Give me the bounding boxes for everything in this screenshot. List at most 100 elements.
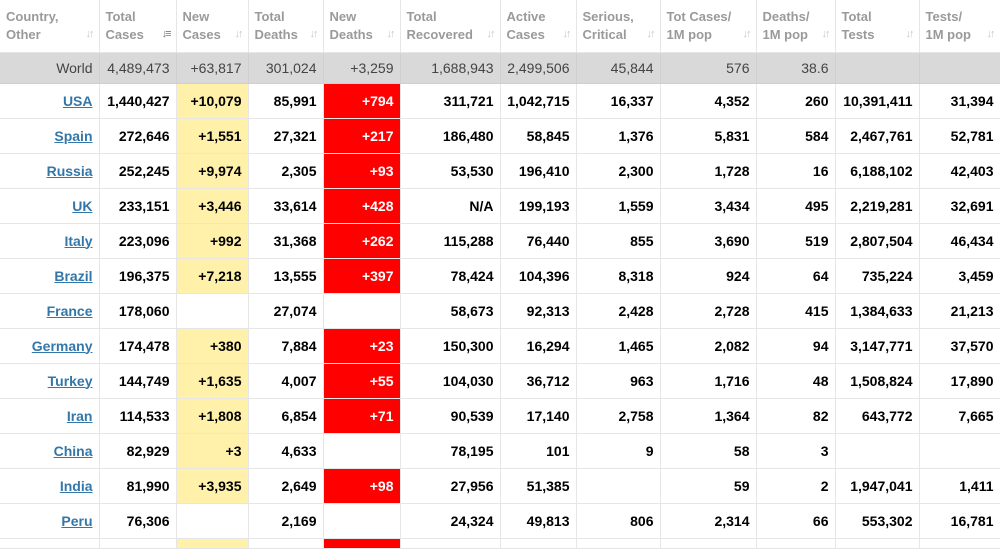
column-header-label: 1M pop — [666, 27, 713, 42]
cell-active-cases: 199,193 — [500, 188, 577, 224]
column-header-country[interactable]: Country, Other ↓↑ — [0, 0, 100, 53]
world-total-row: World 4,489,473 +63,817 301,024 +3,259 1,688,… — [0, 52, 1000, 84]
sort-arrows-icon[interactable]: ↓↑ — [821, 27, 831, 40]
cell-country: Peru — [0, 503, 100, 539]
cell-cases-per-1m: 58 — [660, 433, 757, 469]
sort-arrows-icon[interactable]: ↓↑ — [386, 27, 396, 40]
table-body: World 4,489,473 +63,817 301,024 +3,259 1,688,… — [0, 52, 1000, 549]
sort-arrows-icon[interactable]: ↓↑ — [234, 27, 244, 40]
column-header-tests-per-1m[interactable]: Tests/1M pop ↓↑ — [919, 0, 1000, 53]
sort-arrows-icon[interactable]: ↓↑ — [986, 27, 996, 40]
column-header-serious-critical[interactable]: Serious, Critical ↓↑ — [576, 0, 661, 53]
cell-active-cases: 1,042,715 — [500, 83, 577, 119]
country-link[interactable]: Italy — [64, 232, 93, 249]
cell-cases-per-1m: 1,364 — [660, 398, 757, 434]
cell-country: Turkey — [0, 363, 100, 399]
cell-new-cases: +9,974 — [176, 153, 249, 189]
cell-serious-critical: 16,337 — [576, 83, 661, 119]
table-row: Turkey 144,749 +1,635 4,007 +55 104,030 36,712… — [0, 363, 1000, 399]
sort-arrows-icon[interactable]: ↓↑ — [309, 27, 319, 40]
column-header-new-deaths[interactable]: New Deaths ↓↑ — [323, 0, 401, 53]
cell-serious-critical: 45,844 — [576, 52, 661, 84]
country-link[interactable]: France — [46, 302, 93, 319]
country-link[interactable]: Brazil — [54, 267, 93, 284]
cell-new-deaths: +217 — [323, 118, 401, 154]
column-header-total-cases[interactable]: Total Cases ↓≡ — [99, 0, 177, 53]
column-header-total-tests[interactable]: Total Tests ↓↑ — [835, 0, 920, 53]
cell-total-recovered: 90,539 — [400, 398, 501, 434]
country-link[interactable]: Peru — [61, 512, 93, 529]
cell-total-cases: 82,929 — [99, 433, 177, 469]
column-header-label: Cases — [506, 27, 545, 42]
cell-deaths-per-1m: 2 — [756, 468, 836, 504]
cell-total-recovered: 78,424 — [400, 258, 501, 294]
country-link[interactable]: China — [53, 442, 93, 459]
cell-deaths-per-1m: 16 — [756, 153, 836, 189]
table-row: France 178,060 27,074 58,673 92,313 2,428 2,72… — [0, 293, 1000, 329]
cell-total-tests: 2,467,761 — [835, 118, 920, 154]
cell-tests-per-1m: 1,411 — [919, 468, 1000, 504]
cell-country: Iran — [0, 398, 100, 434]
sort-desc-icon[interactable]: ↓≡ — [161, 27, 172, 40]
cell-deaths-per-1m: 38.6 — [756, 52, 836, 84]
cell-total-cases: 174,478 — [99, 328, 177, 364]
cell-total-recovered: 58,673 — [400, 293, 501, 329]
cell-total-deaths: 4,633 — [248, 433, 324, 469]
cell-active-cases: 196,410 — [500, 153, 577, 189]
cell-total-recovered: N/A — [400, 188, 501, 224]
cell-total-tests — [835, 52, 920, 84]
sort-arrows-icon[interactable]: ↓↑ — [646, 27, 656, 40]
country-link[interactable]: UK — [72, 197, 93, 214]
table-row: Iran 114,533 +1,808 6,854 +71 90,539 17,140 2,7… — [0, 398, 1000, 434]
cell-total-deaths: 2,169 — [248, 503, 324, 539]
column-header-active-cases[interactable]: Active Cases ↓↑ — [500, 0, 577, 53]
cell-serious-critical: 1,465 — [576, 328, 661, 364]
cell-serious-critical: 806 — [576, 503, 661, 539]
cell-country: Russia — [0, 153, 100, 189]
cell-active-cases: 92,313 — [500, 293, 577, 329]
cell-cases-per-1m: 1,728 — [660, 153, 757, 189]
column-header-label: Total — [841, 9, 872, 24]
column-header-label: Tests/ — [925, 9, 963, 24]
cell-serious-critical: 2,428 — [576, 293, 661, 329]
cell-total-recovered: 27,956 — [400, 468, 501, 504]
column-header-label: Recovered — [406, 27, 473, 42]
sort-arrows-icon[interactable]: ↓↑ — [562, 27, 572, 40]
country-link[interactable]: Russia — [46, 162, 93, 179]
cell-total-tests: 735,224 — [835, 258, 920, 294]
column-header-deaths-per-1m[interactable]: Deaths/1M pop ↓↑ — [756, 0, 836, 53]
cell-new-cases: +992 — [176, 223, 249, 259]
cell-deaths-per-1m: 519 — [756, 223, 836, 259]
country-link[interactable]: Spain — [54, 127, 93, 144]
table-row: Peru 76,306 2,169 24,324 49,813 806 2,314 66 553… — [0, 503, 1000, 539]
column-header-cases-per-1m[interactable]: Tot Cases/1M pop ↓↑ — [660, 0, 757, 53]
sort-arrows-icon[interactable]: ↓↑ — [486, 27, 496, 40]
cell-total-deaths: 7,884 — [248, 328, 324, 364]
country-link[interactable]: Germany — [31, 337, 93, 354]
cell-tests-per-1m — [919, 52, 1000, 84]
sort-arrows-icon[interactable]: ↓↑ — [85, 27, 95, 40]
cell-new-cases: +7,218 — [176, 258, 249, 294]
cell-cases-per-1m: 3,690 — [660, 223, 757, 259]
column-header-total-deaths[interactable]: Total Deaths ↓↑ — [248, 0, 324, 53]
cell-total-recovered: 1,688,943 — [400, 52, 501, 84]
cell-active-cases: 101 — [500, 433, 577, 469]
cell-total-cases: 4,489,473 — [99, 52, 177, 84]
cell-new-deaths: +397 — [323, 258, 401, 294]
column-header-new-cases[interactable]: New Cases ↓↑ — [176, 0, 249, 53]
cell-country: World — [0, 52, 100, 84]
cell-total-deaths: 2,649 — [248, 468, 324, 504]
sort-arrows-icon[interactable]: ↓↑ — [742, 27, 752, 40]
country-link[interactable]: India — [59, 477, 93, 494]
column-header-total-recovered[interactable]: Total Recovered ↓↑ — [400, 0, 501, 53]
cell-total-tests: 1,384,633 — [835, 293, 920, 329]
country-link[interactable]: Turkey — [47, 372, 93, 389]
cell-serious-critical: 9 — [576, 433, 661, 469]
cell-total-recovered: 150,300 — [400, 328, 501, 364]
cell-new-deaths — [323, 433, 401, 469]
country-link[interactable]: Iran — [66, 407, 93, 424]
country-link[interactable]: USA — [62, 92, 93, 109]
sort-arrows-icon[interactable]: ↓↑ — [905, 27, 915, 40]
cell-new-cases — [176, 503, 249, 539]
